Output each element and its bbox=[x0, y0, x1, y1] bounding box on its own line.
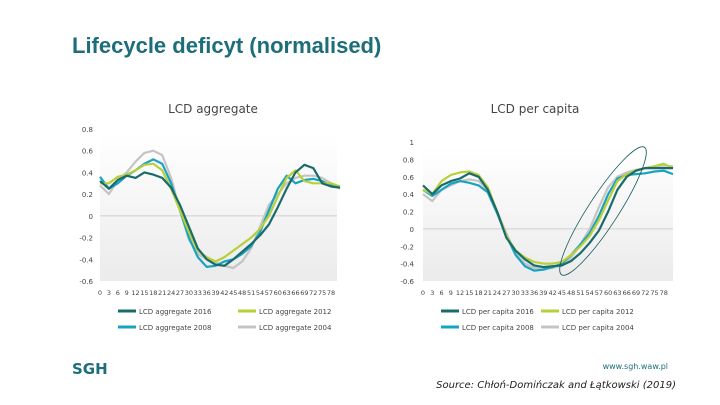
y-tick-label: 0.6 bbox=[403, 174, 415, 182]
x-tick-label: 36 bbox=[530, 289, 538, 297]
y-tick-label: -0.4 bbox=[400, 261, 414, 269]
x-tick-label: 48 bbox=[238, 289, 246, 297]
x-tick-label: 45 bbox=[229, 289, 237, 297]
y-tick-label: 0.2 bbox=[82, 191, 93, 199]
x-tick-label: 0 bbox=[421, 289, 425, 297]
x-tick-label: 33 bbox=[521, 289, 529, 297]
x-tick-label: 72 bbox=[309, 289, 317, 297]
x-tick-label: 69 bbox=[300, 289, 308, 297]
x-tick-label: 39 bbox=[539, 289, 547, 297]
legend-label: LCD aggregate 2016 bbox=[139, 308, 212, 316]
x-tick-label: 66 bbox=[623, 289, 631, 297]
y-tick-label: 0.2 bbox=[403, 209, 414, 217]
y-tick-label: 0 bbox=[89, 213, 93, 221]
y-tick-label: 1 bbox=[410, 139, 414, 147]
x-tick-label: 21 bbox=[484, 289, 492, 297]
series-line-2016 bbox=[422, 167, 673, 269]
x-tick-label: 42 bbox=[548, 289, 556, 297]
sgh-logo: SGH bbox=[72, 360, 108, 378]
x-tick-label: 3 bbox=[107, 289, 111, 297]
x-tick-label: 78 bbox=[660, 289, 668, 297]
x-tick-label: 15 bbox=[140, 289, 148, 297]
y-tick-label: -0.6 bbox=[400, 278, 414, 286]
highlight-ellipse bbox=[559, 146, 647, 276]
x-tick-label: 51 bbox=[247, 289, 255, 297]
website-url[interactable]: www.sgh.waw.pl bbox=[602, 362, 668, 371]
y-tick-label: 0.4 bbox=[82, 169, 94, 177]
x-tick-label: 30 bbox=[185, 289, 193, 297]
source-note: Source: Chłoń-Domińczak and Łątkowski (2… bbox=[436, 380, 676, 391]
x-tick-label: 27 bbox=[502, 289, 510, 297]
x-tick-label: 39 bbox=[211, 289, 219, 297]
x-tick-label: 69 bbox=[632, 289, 640, 297]
legend-label: LCD aggregate 2012 bbox=[259, 308, 331, 316]
plot-area bbox=[423, 146, 673, 281]
x-tick-label: 72 bbox=[641, 289, 649, 297]
y-tick-label: 0.8 bbox=[82, 126, 93, 134]
x-tick-label: 3 bbox=[430, 289, 434, 297]
chart-title: LCD per capita bbox=[491, 102, 580, 116]
x-tick-label: 30 bbox=[511, 289, 519, 297]
x-tick-label: 24 bbox=[493, 289, 501, 297]
y-tick-label: 0.8 bbox=[403, 156, 414, 164]
x-tick-label: 60 bbox=[274, 289, 282, 297]
y-tick-label: -0.6 bbox=[79, 278, 93, 286]
slide-title: Lifecycle deficyt (normalised) bbox=[72, 33, 382, 58]
x-tick-label: 51 bbox=[576, 289, 584, 297]
y-tick-label: -0.2 bbox=[400, 243, 414, 251]
y-tick-label: 0 bbox=[410, 226, 414, 234]
x-tick-label: 15 bbox=[465, 289, 473, 297]
series-line-2016 bbox=[99, 163, 341, 267]
x-tick-label: 57 bbox=[595, 289, 603, 297]
legend-label: LCD per capita 2004 bbox=[562, 324, 634, 332]
x-tick-label: 60 bbox=[604, 289, 612, 297]
x-tick-label: 45 bbox=[558, 289, 566, 297]
y-tick-label: -0.2 bbox=[79, 235, 93, 243]
x-tick-label: 78 bbox=[327, 289, 335, 297]
legend-label: LCD per capita 2012 bbox=[562, 308, 634, 316]
x-tick-label: 6 bbox=[439, 289, 443, 297]
x-tick-label: 33 bbox=[194, 289, 202, 297]
x-tick-label: 63 bbox=[613, 289, 621, 297]
legend-label: LCD aggregate 2004 bbox=[259, 324, 332, 332]
x-tick-label: 54 bbox=[256, 289, 264, 297]
y-tick-label: 0.4 bbox=[403, 191, 415, 199]
x-tick-label: 18 bbox=[149, 289, 157, 297]
series-line-2012 bbox=[100, 162, 341, 263]
series-line-2012 bbox=[422, 162, 674, 265]
x-tick-label: 75 bbox=[650, 289, 658, 297]
x-tick-label: 66 bbox=[291, 289, 299, 297]
x-tick-label: 12 bbox=[456, 289, 464, 297]
x-tick-label: 9 bbox=[449, 289, 453, 297]
x-tick-label: 48 bbox=[567, 289, 575, 297]
x-tick-label: 6 bbox=[116, 289, 120, 297]
x-tick-label: 42 bbox=[220, 289, 228, 297]
x-tick-label: 9 bbox=[125, 289, 129, 297]
x-tick-label: 63 bbox=[282, 289, 290, 297]
x-tick-label: 57 bbox=[265, 289, 273, 297]
x-tick-label: 36 bbox=[203, 289, 211, 297]
x-tick-label: 21 bbox=[158, 289, 166, 297]
x-tick-label: 54 bbox=[586, 289, 594, 297]
y-tick-label: 0.6 bbox=[82, 148, 94, 156]
x-tick-label: 12 bbox=[131, 289, 139, 297]
x-tick-label: 75 bbox=[318, 289, 326, 297]
chart-per-capita: LCD per capita 1 0.8 0.6 0.4 0.2 0 -0.2 -0.4 -0.6… bbox=[400, 102, 674, 332]
legend-label: LCD per capita 2008 bbox=[462, 324, 534, 332]
x-tick-label: 18 bbox=[474, 289, 482, 297]
legend-label: LCD per capita 2016 bbox=[462, 308, 534, 316]
x-tick-label: 27 bbox=[176, 289, 184, 297]
x-tick-label: 0 bbox=[98, 289, 102, 297]
x-tick-label: 24 bbox=[167, 289, 175, 297]
legend-label: LCD aggregate 2008 bbox=[139, 324, 211, 332]
y-tick-label: -0.4 bbox=[79, 256, 93, 264]
chart-title: LCD aggregate bbox=[168, 102, 258, 116]
